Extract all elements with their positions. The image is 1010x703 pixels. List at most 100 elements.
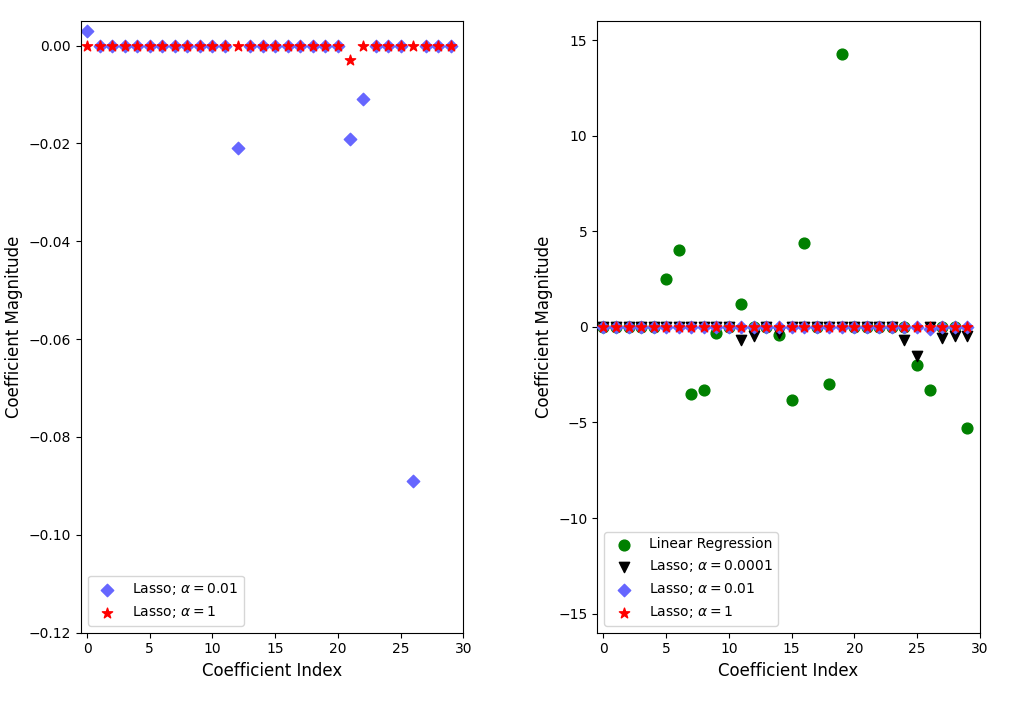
- Lasso; $\alpha = 0.01$: [620, 321, 636, 333]
- Lasso; $\alpha = 1$: [280, 40, 296, 51]
- Y-axis label: Coefficient Magnitude: Coefficient Magnitude: [5, 236, 23, 418]
- Lasso; $\alpha = 0.01$: [595, 321, 611, 333]
- Lasso; $\alpha = 0.01$: [721, 321, 737, 333]
- Lasso; $\alpha = 0.01$: [141, 40, 158, 51]
- Lasso; $\alpha = 1$: [896, 321, 912, 333]
- Linear Regression: [771, 329, 787, 340]
- Lasso; $\alpha = 1$: [620, 321, 636, 333]
- Lasso; $\alpha = 0.01$: [355, 93, 371, 105]
- Lasso; $\alpha = 1$: [330, 40, 346, 51]
- Lasso; $\alpha = 0.01$: [884, 321, 900, 333]
- Lasso; $\alpha = 0.01$: [242, 40, 259, 51]
- Lasso; $\alpha = 0.0001$: [645, 321, 662, 333]
- Lasso; $\alpha = 1$: [708, 321, 724, 333]
- Lasso; $\alpha = 0.01$: [267, 40, 283, 51]
- Lasso; $\alpha = 0.01$: [104, 40, 120, 51]
- Lasso; $\alpha = 0.01$: [204, 40, 220, 51]
- Lasso; $\alpha = 1$: [846, 321, 863, 333]
- Linear Regression: [784, 394, 800, 405]
- Linear Regression: [946, 321, 963, 333]
- Lasso; $\alpha = 1$: [405, 40, 421, 51]
- Lasso; $\alpha = 1$: [217, 40, 233, 51]
- Linear Regression: [858, 321, 875, 333]
- Lasso; $\alpha = 0.0001$: [909, 350, 925, 361]
- Linear Regression: [608, 321, 624, 333]
- Lasso; $\alpha = 0.0001$: [745, 331, 762, 342]
- Lasso; $\alpha = 0.01$: [330, 40, 346, 51]
- Lasso; $\alpha = 0.0001$: [733, 335, 749, 346]
- Linear Regression: [745, 321, 762, 333]
- Lasso; $\alpha = 0.01$: [305, 40, 321, 51]
- Lasso; $\alpha = 1$: [204, 40, 220, 51]
- Lasso; $\alpha = 1$: [255, 40, 271, 51]
- Lasso; $\alpha = 1$: [116, 40, 132, 51]
- Lasso; $\alpha = 0.0001$: [872, 321, 888, 333]
- Lasso; $\alpha = 1$: [659, 321, 675, 333]
- Lasso; $\alpha = 0.0001$: [633, 321, 649, 333]
- Lasso; $\alpha = 0.01$: [180, 40, 196, 51]
- Lasso; $\alpha = 0.01$: [192, 40, 208, 51]
- Lasso; $\alpha = 0.01$: [696, 321, 712, 333]
- Lasso; $\alpha = 0.0001$: [833, 321, 849, 333]
- Lasso; $\alpha = 1$: [305, 40, 321, 51]
- Lasso; $\alpha = 0.01$: [167, 40, 183, 51]
- Lasso; $\alpha = 1$: [821, 321, 837, 333]
- Lasso; $\alpha = 0.01$: [342, 133, 359, 144]
- Linear Regression: [671, 245, 687, 256]
- Lasso; $\alpha = 1$: [342, 55, 359, 66]
- Lasso; $\alpha = 1$: [167, 40, 183, 51]
- Lasso; $\alpha = 0.01$: [872, 321, 888, 333]
- Lasso; $\alpha = 1$: [759, 321, 775, 333]
- Lasso; $\alpha = 1$: [380, 40, 396, 51]
- Lasso; $\alpha = 0.01$: [633, 321, 649, 333]
- Lasso; $\alpha = 1$: [921, 321, 937, 333]
- Lasso; $\alpha = 0.0001$: [846, 321, 863, 333]
- Lasso; $\alpha = 1$: [946, 321, 963, 333]
- Legend: Lasso; $\alpha = 0.01$, Lasso; $\alpha = 1$: Lasso; $\alpha = 0.01$, Lasso; $\alpha =…: [88, 576, 243, 626]
- Lasso; $\alpha = 0.0001$: [696, 321, 712, 333]
- Linear Regression: [909, 359, 925, 370]
- Legend: Linear Regression, Lasso; $\alpha = 0.0001$, Lasso; $\alpha = 0.01$, Lasso; $\al: Linear Regression, Lasso; $\alpha = 0.00…: [604, 531, 778, 626]
- Lasso; $\alpha = 0.01$: [683, 321, 699, 333]
- Lasso; $\alpha = 0.01$: [317, 40, 333, 51]
- Lasso; $\alpha = 0.01$: [858, 322, 875, 333]
- Lasso; $\alpha = 1$: [745, 321, 762, 333]
- Lasso; $\alpha = 1$: [909, 321, 925, 333]
- Lasso; $\alpha = 0.0001$: [608, 321, 624, 333]
- Lasso; $\alpha = 1$: [155, 40, 171, 51]
- Lasso; $\alpha = 1$: [796, 321, 812, 333]
- Lasso; $\alpha = 1$: [872, 321, 888, 333]
- Lasso; $\alpha = 0.01$: [921, 323, 937, 334]
- Lasso; $\alpha = 1$: [430, 40, 446, 51]
- Lasso; $\alpha = 1$: [292, 40, 308, 51]
- Linear Regression: [633, 321, 649, 333]
- Linear Regression: [884, 321, 900, 333]
- Lasso; $\alpha = 0.0001$: [896, 335, 912, 346]
- Linear Regression: [645, 321, 662, 333]
- Lasso; $\alpha = 0.01$: [368, 40, 384, 51]
- Lasso; $\alpha = 0.01$: [796, 321, 812, 333]
- Lasso; $\alpha = 0.0001$: [884, 321, 900, 333]
- Lasso; $\alpha = 0.01$: [896, 321, 912, 333]
- Lasso; $\alpha = 0.0001$: [620, 321, 636, 333]
- Linear Regression: [934, 321, 950, 333]
- Lasso; $\alpha = 0.01$: [405, 475, 421, 486]
- Linear Regression: [821, 379, 837, 390]
- Lasso; $\alpha = 0.01$: [280, 40, 296, 51]
- Lasso; $\alpha = 1$: [771, 321, 787, 333]
- Lasso; $\alpha = 1$: [141, 40, 158, 51]
- Linear Regression: [846, 321, 863, 333]
- Linear Regression: [896, 321, 912, 333]
- Lasso; $\alpha = 1$: [733, 321, 749, 333]
- Lasso; $\alpha = 1$: [92, 40, 108, 51]
- Lasso; $\alpha = 0.01$: [771, 321, 787, 333]
- Lasso; $\alpha = 0.01$: [784, 321, 800, 333]
- Lasso; $\alpha = 0.0001$: [759, 321, 775, 333]
- Lasso; $\alpha = 1$: [934, 321, 950, 333]
- Lasso; $\alpha = 0.0001$: [858, 321, 875, 333]
- Lasso; $\alpha = 0.01$: [292, 40, 308, 51]
- Lasso; $\alpha = 0.0001$: [946, 331, 963, 342]
- Linear Regression: [708, 327, 724, 338]
- Linear Regression: [683, 388, 699, 399]
- Lasso; $\alpha = 1$: [696, 321, 712, 333]
